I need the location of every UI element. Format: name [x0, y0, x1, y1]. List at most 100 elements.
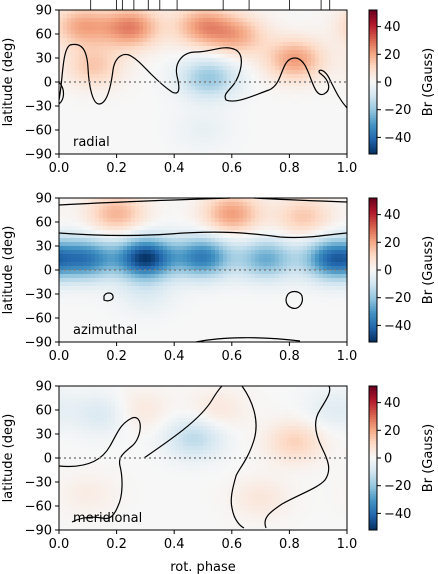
- heatmap-cell: [119, 290, 124, 295]
- heatmap-cell: [315, 298, 320, 303]
- heatmap-cell: [287, 222, 292, 227]
- heatmap-cell: [231, 274, 236, 279]
- heatmap-cell: [135, 10, 140, 15]
- heatmap-cell: [151, 322, 156, 327]
- heatmap-cell: [151, 294, 156, 299]
- heatmap-cell: [315, 66, 320, 71]
- heatmap-cell: [335, 130, 340, 135]
- heatmap-cell: [287, 270, 292, 275]
- heatmap-cell: [131, 94, 136, 99]
- heatmap-cell: [267, 26, 272, 31]
- heatmap-cell: [307, 46, 312, 51]
- heatmap-cell: [151, 242, 156, 247]
- heatmap-cell: [67, 286, 72, 291]
- heatmap-cell: [167, 146, 172, 151]
- heatmap-cell: [99, 318, 104, 323]
- heatmap-cell: [155, 286, 160, 291]
- heatmap-cell: [227, 214, 232, 219]
- heatmap-cell: [243, 246, 248, 251]
- heatmap-cell: [175, 14, 180, 19]
- heatmap-cell: [75, 278, 80, 283]
- heatmap-cell: [251, 98, 256, 103]
- heatmap-cell: [223, 318, 228, 323]
- heatmap-cell: [311, 286, 316, 291]
- heatmap-cell: [79, 66, 84, 71]
- heatmap-cell: [207, 102, 212, 107]
- heatmap-cell: [323, 258, 328, 263]
- heatmap-cell: [335, 226, 340, 231]
- heatmap-cell: [175, 302, 180, 307]
- heatmap-cell: [175, 110, 180, 115]
- heatmap-cell: [227, 234, 232, 239]
- heatmap-cell: [271, 286, 276, 291]
- heatmap-cell: [183, 118, 188, 123]
- heatmap-cell: [223, 102, 228, 107]
- heatmap-cell: [327, 254, 332, 259]
- heatmap-cell: [295, 90, 300, 95]
- heatmap-cell: [175, 202, 180, 207]
- heatmap-cell: [259, 222, 264, 227]
- heatmap-cell: [307, 242, 312, 247]
- heatmap-cell: [267, 322, 272, 327]
- heatmap-cell: [259, 66, 264, 71]
- heatmap-cell: [275, 26, 280, 31]
- heatmap-cell: [243, 74, 248, 79]
- heatmap-cell: [327, 214, 332, 219]
- heatmap-cell: [127, 282, 132, 287]
- heatmap-cell: [259, 270, 264, 275]
- heatmap-cell: [207, 226, 212, 231]
- heatmap-cell: [299, 270, 304, 275]
- heatmap-cell: [323, 90, 328, 95]
- heatmap-cell: [267, 294, 272, 299]
- heatmap-cell: [131, 306, 136, 311]
- heatmap-cell: [155, 42, 160, 47]
- heatmap-cell: [287, 94, 292, 99]
- heatmap-cell: [247, 10, 252, 15]
- heatmap-cell: [75, 258, 80, 263]
- heatmap-cell: [263, 302, 268, 307]
- heatmap-cell: [223, 206, 228, 211]
- heatmap-cell: [219, 294, 224, 299]
- heatmap-cell: [215, 278, 220, 283]
- heatmap-cell: [111, 210, 116, 215]
- heatmap-cell: [71, 86, 76, 91]
- heatmap-cell: [211, 46, 216, 51]
- heatmap-cell: [259, 74, 264, 79]
- heatmap-cell: [83, 274, 88, 279]
- heatmap-cell: [211, 10, 216, 15]
- heatmap-cell: [167, 206, 172, 211]
- heatmap-cell: [95, 258, 100, 263]
- heatmap-cell: [303, 214, 308, 219]
- heatmap-cell: [307, 318, 312, 323]
- heatmap-cell: [319, 250, 324, 255]
- heatmap-cell: [99, 314, 104, 319]
- heatmap-cell: [307, 42, 312, 47]
- heatmap-cell: [295, 58, 300, 63]
- heatmap-cell: [299, 250, 304, 255]
- heatmap-cell: [235, 42, 240, 47]
- heatmap-cell: [343, 230, 348, 235]
- heatmap-cell: [315, 94, 320, 99]
- heatmap-cell: [107, 250, 112, 255]
- heatmap-cell: [199, 234, 204, 239]
- heatmap-cell: [135, 18, 140, 23]
- heatmap-cell: [291, 122, 296, 127]
- heatmap-cell: [79, 286, 84, 291]
- heatmap-cell: [255, 98, 260, 103]
- heatmap-cell: [167, 226, 172, 231]
- heatmap-cell: [319, 42, 324, 47]
- heatmap-cell: [339, 10, 344, 15]
- heatmap-cell: [303, 294, 308, 299]
- heatmap-cell: [75, 198, 80, 203]
- heatmap-cell: [343, 102, 348, 107]
- heatmap-cell: [115, 78, 120, 83]
- heatmap-cell: [191, 302, 196, 307]
- heatmap-cell: [247, 146, 252, 151]
- heatmap-cell: [211, 34, 216, 39]
- heatmap-cell: [243, 210, 248, 215]
- heatmap-cell: [311, 58, 316, 63]
- heatmap-cell: [163, 322, 168, 327]
- heatmap-cell: [343, 218, 348, 223]
- heatmap-cell: [199, 46, 204, 51]
- heatmap-cell: [319, 266, 324, 271]
